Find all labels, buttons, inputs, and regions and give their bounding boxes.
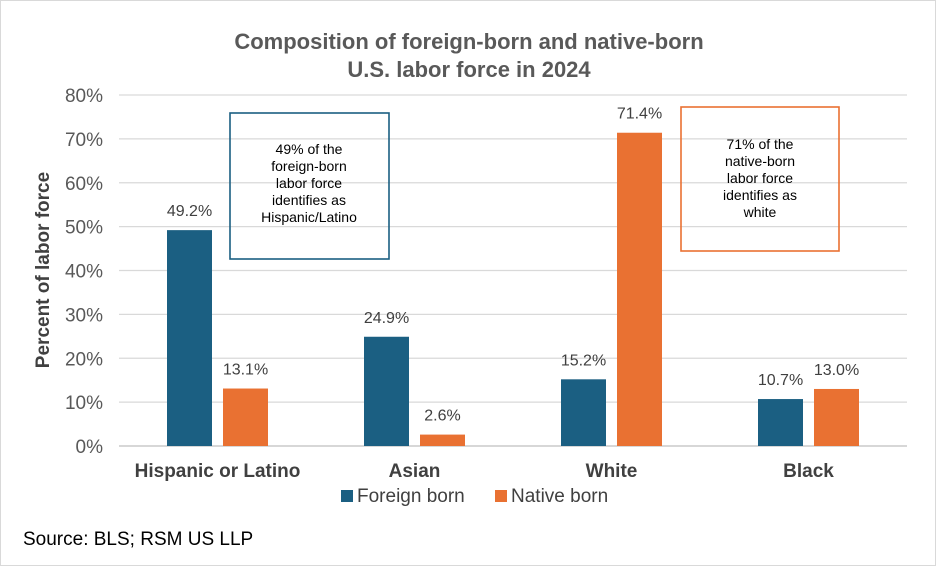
chart-title: Composition of foreign-born and native-b… <box>234 29 703 82</box>
y-axis-label: Percent of labor force <box>33 172 54 368</box>
x-category-label: Hispanic or Latino <box>135 461 301 482</box>
legend-swatch <box>495 490 507 502</box>
bar <box>167 230 212 446</box>
legend: Foreign born Native born <box>341 486 608 507</box>
data-label: 13.0% <box>814 362 859 379</box>
y-tick-label: 50% <box>65 218 103 239</box>
bars <box>167 132 859 447</box>
legend-label: Native born <box>511 486 608 507</box>
data-label: 2.6% <box>424 408 460 425</box>
data-labels: 49.2% 13.1% 24.9% 2.6% 15.2% 71.4% 10.7% 13.0% <box>167 106 859 425</box>
annotation-text: white <box>743 204 777 220</box>
annotation-text: labor force <box>276 175 342 191</box>
bar <box>814 388 859 446</box>
annotation-text: 49% of the <box>276 141 343 157</box>
legend-label: Foreign born <box>357 486 465 507</box>
chart-title-line-2: U.S. labor force in 2024 <box>347 57 591 82</box>
y-tick-label: 20% <box>65 349 103 370</box>
annotation-text: Hispanic/Latino <box>261 209 357 225</box>
y-tick-label: 40% <box>65 262 103 283</box>
chart-title-line-1: Composition of foreign-born and native-b… <box>234 29 703 54</box>
annotation-text: labor force <box>727 170 793 186</box>
x-category-label: Black <box>783 461 834 482</box>
bar <box>617 132 662 447</box>
source-note: Source: BLS; RSM US LLP <box>23 529 253 550</box>
data-label: 49.2% <box>167 203 212 220</box>
x-category-label: Asian <box>389 461 441 482</box>
annotation-text: native-born <box>725 153 795 169</box>
annotation-text: identifies as <box>723 187 797 203</box>
annotation-text: foreign-born <box>271 158 347 174</box>
data-label: 24.9% <box>364 310 409 327</box>
bar <box>758 399 803 446</box>
annotation-box <box>680 106 840 252</box>
y-tick-label: 0% <box>76 437 104 458</box>
bar <box>561 379 606 446</box>
y-tick-label: 60% <box>65 174 103 195</box>
annotation-box <box>229 112 390 260</box>
data-label: 10.7% <box>758 372 803 389</box>
y-axis-ticks: 0% 10% 20% 30% 40% 50% 60% 70% 80% <box>65 86 103 458</box>
data-label: 71.4% <box>617 106 662 123</box>
y-tick-label: 30% <box>65 305 103 326</box>
x-category-label: White <box>586 461 638 482</box>
bar <box>223 388 268 446</box>
x-axis-categories: Hispanic or Latino Asian White Black <box>135 461 835 482</box>
y-tick-label: 70% <box>65 130 103 151</box>
data-label: 15.2% <box>561 352 606 369</box>
bar <box>420 434 465 446</box>
data-label: 13.1% <box>223 362 268 379</box>
annotation-text: identifies as <box>272 192 346 208</box>
annotation-text: 71% of the <box>727 136 794 152</box>
y-tick-label: 80% <box>65 86 103 107</box>
bar <box>364 336 409 446</box>
y-tick-label: 10% <box>65 393 103 414</box>
legend-swatch <box>341 490 353 502</box>
